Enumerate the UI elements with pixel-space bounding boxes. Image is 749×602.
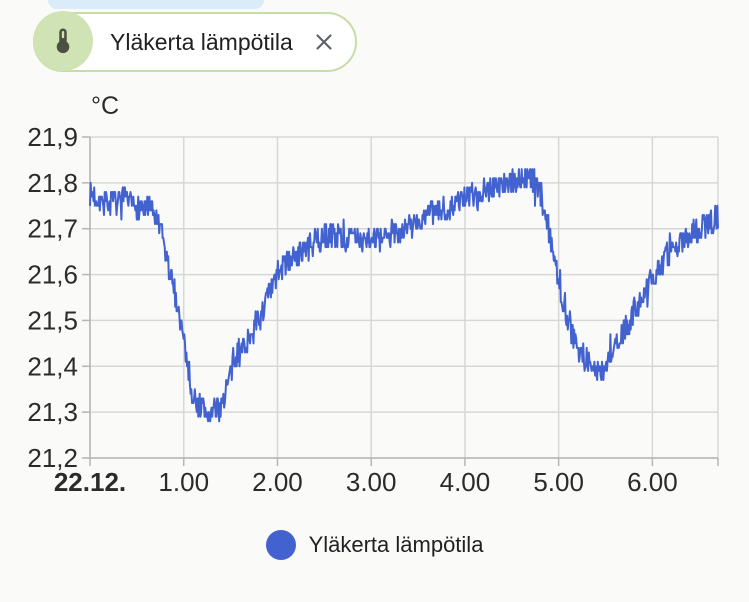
chart-axes (82, 136, 719, 466)
y-tick-label: 21,5 (27, 305, 78, 335)
x-tick-label: 6.00 (627, 467, 678, 497)
chip-label: Yläkerta lämpötila (110, 28, 293, 55)
partial-chip-above[interactable] (48, 0, 264, 9)
y-tick-label: 21,9 (27, 122, 78, 152)
y-tick-label: 21,4 (27, 351, 78, 381)
y-tick-label: 21,2 (27, 443, 78, 473)
y-axis-unit: °C (91, 92, 119, 120)
chip-close-button[interactable] (311, 29, 337, 55)
chart-gridlines (89, 136, 719, 459)
chip-avatar (33, 11, 93, 71)
x-tick-label: 4.00 (440, 467, 491, 497)
x-tick-label: 5.00 (533, 467, 584, 497)
y-tick-label: 21,7 (27, 214, 78, 244)
x-tick-label: 1.00 (158, 467, 209, 497)
temperature-line-chart[interactable]: °C 21,9 21,8 21,7 21,6 21,5 21,4 21,3 21,222.12.… (0, 88, 749, 520)
close-icon (316, 34, 332, 50)
chart-legend: Yläkerta lämpötila (0, 530, 749, 560)
y-tick-label: 21,8 (27, 168, 78, 198)
x-tick-label: 3.00 (346, 467, 397, 497)
chart-axis-labels: °C 21,9 21,8 21,7 21,6 21,5 21,4 21,3 21,222.12.… (27, 92, 677, 497)
legend-label: Yläkerta lämpötila (308, 532, 484, 557)
x-tick-label: 2.00 (252, 467, 303, 497)
legend-item[interactable]: Yläkerta lämpötila (265, 530, 484, 560)
y-tick-label: 21,3 (27, 397, 78, 427)
x-tick-label: 22.12. (54, 467, 126, 497)
thermometer-icon (56, 28, 70, 54)
y-tick-label: 21,6 (27, 260, 78, 290)
legend-marker-circle (265, 530, 296, 560)
series-line (89, 168, 719, 423)
entity-chip[interactable]: Yläkerta lämpötila (33, 11, 357, 72)
